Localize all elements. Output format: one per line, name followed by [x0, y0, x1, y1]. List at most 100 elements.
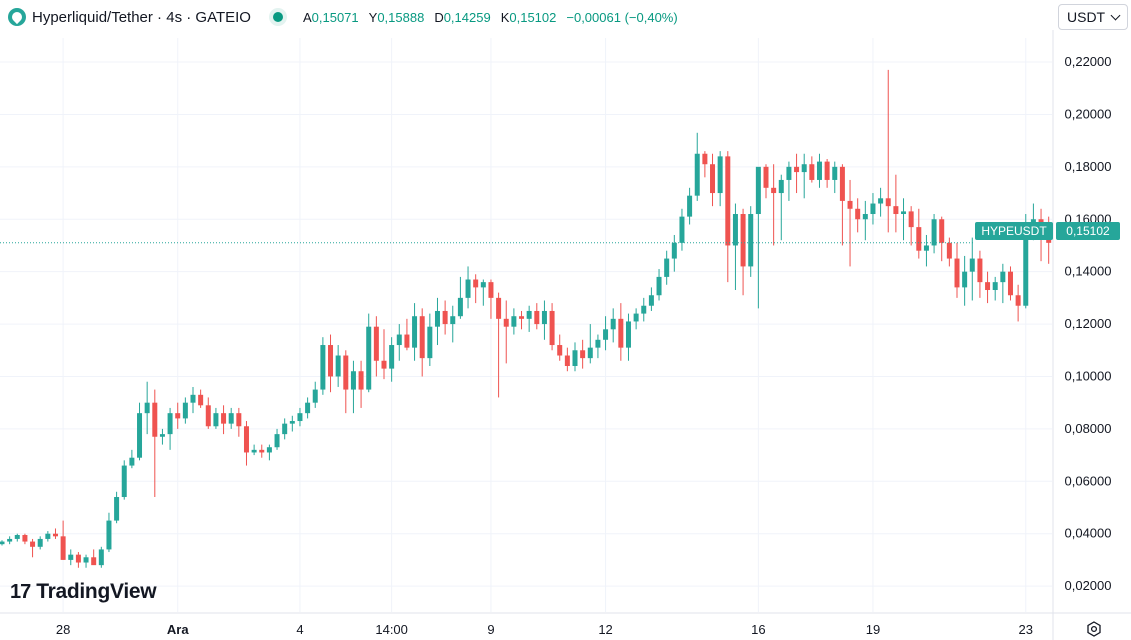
- candle: [320, 337, 326, 395]
- candle-body: [434, 310, 440, 327]
- candle-body: [450, 316, 456, 325]
- candle: [75, 552, 81, 568]
- candle-body: [366, 326, 372, 390]
- ohlc-values: A0,15071 Y0,15888 D0,14259 K0,15102: [303, 10, 556, 25]
- candle-body: [595, 339, 601, 348]
- ohlc-close: K0,15102: [500, 9, 557, 25]
- candle: [503, 300, 509, 364]
- candle: [312, 381, 318, 408]
- candle-body: [847, 200, 853, 209]
- candle-body: [977, 258, 983, 283]
- candle-body: [381, 360, 387, 369]
- price-axis[interactable]: 0,220000,200000,180000,160000,140000,120…: [1052, 30, 1112, 640]
- candle-body: [656, 276, 662, 296]
- ohlc-open: A0,15071: [302, 9, 359, 25]
- candle-body: [198, 394, 204, 406]
- candle: [870, 193, 876, 225]
- candle-body: [274, 434, 280, 448]
- candle: [992, 276, 998, 301]
- candle: [228, 407, 234, 429]
- y-tick-label: 0,02000: [1065, 578, 1112, 593]
- tradingview-mark-icon: 17: [10, 580, 31, 603]
- candle-body: [748, 214, 754, 267]
- symbol-tag: HYPEUSDT: [981, 224, 1047, 238]
- candle-body: [358, 371, 364, 390]
- candle-body: [205, 405, 211, 427]
- candle-body: [702, 153, 708, 165]
- candle-body: [901, 211, 907, 215]
- candle: [473, 274, 479, 304]
- candle: [190, 386, 196, 414]
- candle: [702, 151, 708, 178]
- candle: [98, 546, 104, 568]
- candle-body: [557, 345, 563, 356]
- candle: [564, 347, 570, 372]
- candle: [175, 402, 181, 429]
- candle: [213, 407, 219, 429]
- candle-body: [419, 316, 425, 359]
- candle: [862, 200, 868, 241]
- currency-selector[interactable]: USDT: [1058, 4, 1128, 30]
- candle: [633, 308, 639, 330]
- candle-body: [182, 402, 188, 419]
- candle-body: [389, 345, 395, 369]
- candle: [37, 536, 43, 550]
- candle-body: [0, 541, 5, 545]
- candle-body: [732, 214, 738, 246]
- candle-body: [30, 541, 36, 547]
- candle-body: [648, 295, 654, 306]
- candle-body: [549, 310, 555, 346]
- y-tick-label: 0,10000: [1065, 368, 1112, 383]
- candle: [114, 491, 120, 524]
- candle: [442, 300, 448, 335]
- market-open-icon: [272, 12, 283, 22]
- candle-body: [373, 326, 379, 361]
- candle: [152, 389, 158, 498]
- candle-body: [60, 536, 66, 560]
- candle: [893, 174, 899, 233]
- candle: [457, 276, 463, 319]
- candle-body: [350, 371, 356, 390]
- chevron-down-icon: [1110, 10, 1121, 20]
- y-tick-label: 0,12000: [1065, 316, 1112, 331]
- symbol-title[interactable]: Hyperliquid/Tether · 4s · GATEIO: [32, 8, 251, 26]
- candle: [740, 208, 746, 296]
- candle-body: [52, 533, 58, 537]
- candle: [625, 313, 631, 361]
- candle-body: [725, 156, 731, 246]
- candle-body: [343, 355, 349, 390]
- candle: [45, 531, 51, 542]
- candle-body: [320, 345, 326, 390]
- candle: [274, 428, 280, 450]
- candle: [289, 415, 295, 432]
- x-tick-label: 14:00: [375, 622, 408, 637]
- candle-body: [832, 166, 838, 180]
- candle-body: [671, 242, 677, 259]
- candle-body: [335, 355, 341, 377]
- candle: [847, 179, 853, 267]
- candle-body: [412, 316, 418, 348]
- candle-body: [83, 557, 89, 563]
- time-axis[interactable]: 28 Ara 4 14:00 9 12 16 19 23: [0, 612, 1131, 637]
- candle: [198, 389, 204, 408]
- candle-body: [755, 166, 761, 215]
- candle: [412, 303, 418, 361]
- candle-body: [939, 219, 945, 243]
- candle-body: [679, 216, 685, 243]
- candle: [144, 381, 150, 435]
- candle: [205, 397, 211, 429]
- candle-body: [931, 219, 937, 246]
- candle: [427, 313, 433, 366]
- y-tick-label: 0,20000: [1065, 106, 1112, 121]
- candle: [954, 242, 960, 298]
- candle-body: [824, 161, 830, 180]
- candle-body: [496, 297, 502, 319]
- candle-body: [946, 242, 952, 259]
- candle-body: [541, 310, 547, 325]
- x-tick-label: 9: [487, 622, 494, 637]
- tradingview-logo[interactable]: 17 TradingView: [10, 580, 157, 604]
- candle-body: [580, 350, 586, 359]
- candle-body: [289, 421, 295, 424]
- gear-icon[interactable]: [1086, 621, 1102, 637]
